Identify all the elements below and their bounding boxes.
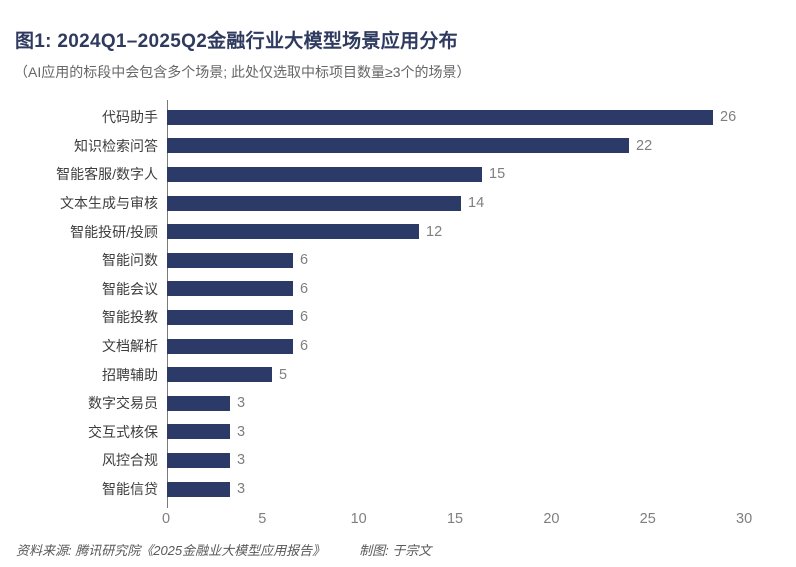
bar-row: 数字交易员 3 [0, 389, 796, 418]
category-label: 智能信贷 [102, 481, 158, 498]
chart-subtitle: （AI应用的标段中会包含多个场景; 此处仅选取中标项目数量≥3个的场景） [14, 64, 471, 80]
value-label: 15 [489, 166, 506, 183]
bar-row: 智能客服/数字人 15 [0, 160, 796, 189]
source-note: 资料来源: 腾讯研究院《2025金融业大模型应用报告》 [16, 543, 326, 558]
bar-row: 知识检索问答 22 [0, 132, 796, 161]
bar-row: 文本生成与审核 14 [0, 189, 796, 218]
value-label: 3 [237, 481, 246, 498]
value-label: 3 [237, 423, 246, 440]
bar [167, 252, 293, 268]
chart-footer: 资料来源: 腾讯研究院《2025金融业大模型应用报告》 制图: 于宗文 [16, 540, 431, 559]
category-label: 风控合规 [102, 452, 158, 469]
y-axis-line [167, 100, 168, 508]
category-label: 代码助手 [102, 109, 158, 126]
category-label: 文档解析 [102, 338, 158, 355]
bar-chart-plot-area: 代码助手 26 知识检索问答 22 智能客服/数字人 15 文本生成与审核 14 智能投研/投顾… [0, 103, 796, 503]
bar-row: 招聘辅助 5 [0, 360, 796, 389]
category-label: 文本生成与审核 [60, 195, 158, 212]
bar [167, 109, 713, 125]
bar [167, 481, 230, 497]
x-tick-label: 10 [350, 511, 367, 527]
value-label: 6 [300, 252, 309, 269]
value-label: 6 [300, 280, 309, 297]
category-label: 智能投研/投顾 [70, 223, 158, 240]
chart-title: 图1: 2024Q1–2025Q2金融行业大模型场景应用分布 [15, 31, 458, 52]
x-tick-label: 0 [161, 511, 171, 527]
bar-row: 智能信贷 3 [0, 475, 796, 504]
bar [167, 281, 293, 297]
x-tick-label: 20 [543, 511, 560, 527]
value-label: 6 [300, 338, 309, 355]
value-label: 26 [720, 109, 737, 126]
bar-row: 智能问数 6 [0, 246, 796, 275]
value-label: 14 [468, 195, 485, 212]
value-label: 22 [636, 137, 653, 154]
bar [167, 367, 272, 383]
credit-note: 制图: 于宗文 [359, 543, 432, 558]
value-label: 12 [426, 223, 443, 240]
bar [167, 138, 629, 154]
bar [167, 166, 482, 182]
value-label: 3 [237, 395, 246, 412]
bar-row: 智能投教 6 [0, 303, 796, 332]
category-label: 数字交易员 [88, 395, 158, 412]
x-tick-label: 25 [639, 511, 656, 527]
x-axis-tick-labels: 0 5 10 15 20 25 30 [0, 511, 796, 531]
category-label: 智能客服/数字人 [56, 166, 158, 183]
category-label: 知识检索问答 [74, 137, 158, 154]
bar-row: 文档解析 6 [0, 332, 796, 361]
bar-row: 智能投研/投顾 12 [0, 217, 796, 246]
bar [167, 309, 293, 325]
value-label: 5 [279, 366, 288, 383]
bar [167, 224, 419, 240]
x-tick-label: 5 [258, 511, 267, 527]
bar-row: 智能会议 6 [0, 275, 796, 304]
category-label: 智能会议 [102, 280, 158, 297]
bar-row: 风控合规 3 [0, 446, 796, 475]
bar [167, 338, 293, 354]
x-tick-label: 15 [446, 511, 464, 527]
bar-row: 交互式核保 3 [0, 418, 796, 447]
value-label: 3 [237, 452, 246, 469]
bar [167, 195, 461, 211]
bar [167, 452, 230, 468]
bar-row: 代码助手 26 [0, 103, 796, 132]
bar [167, 424, 230, 440]
category-label: 智能投教 [102, 309, 158, 326]
category-label: 交互式核保 [88, 423, 158, 440]
value-label: 6 [300, 309, 309, 326]
bar [167, 395, 230, 411]
x-tick-label: 30 [736, 511, 753, 527]
category-label: 招聘辅助 [102, 366, 158, 383]
category-label: 智能问数 [102, 252, 158, 269]
